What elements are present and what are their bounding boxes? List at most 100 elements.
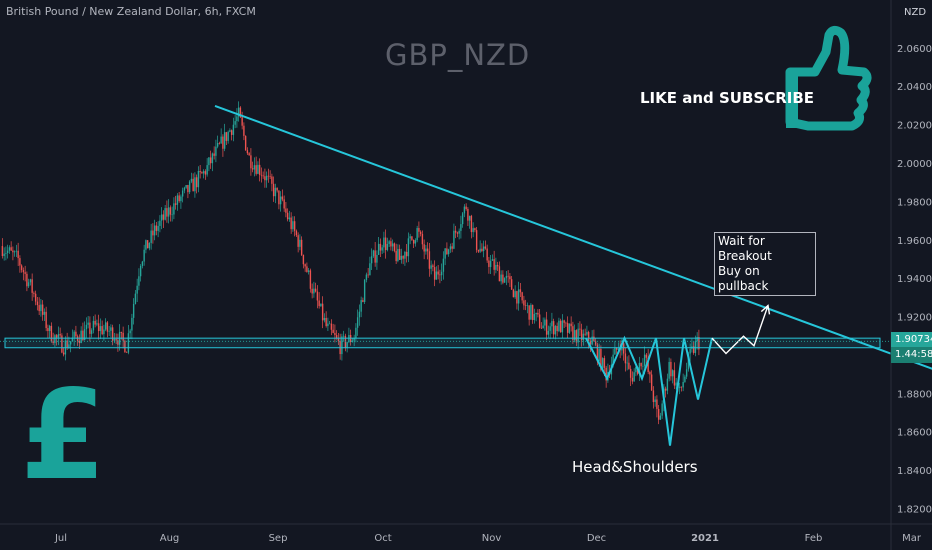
- candle-body: [248, 153, 250, 156]
- candle-body: [136, 285, 138, 294]
- candle-body: [626, 362, 628, 364]
- candle-body: [127, 333, 130, 353]
- candle-body: [458, 230, 460, 234]
- candle-body: [26, 273, 28, 287]
- candle-body: [12, 250, 14, 253]
- candle-body: [13, 251, 16, 253]
- candle-body: [367, 274, 369, 276]
- candle-body: [52, 341, 54, 344]
- candle-body: [80, 330, 82, 344]
- candle-body: [439, 274, 441, 276]
- candle-body: [253, 165, 256, 170]
- candle-body: [288, 217, 291, 220]
- price-tick-label: 1.84000: [897, 466, 932, 477]
- candle-body: [467, 209, 469, 221]
- candle-body: [87, 322, 89, 325]
- candle-body: [139, 265, 142, 277]
- candle-body: [362, 300, 364, 302]
- candle-body: [27, 282, 30, 287]
- candle-body: [117, 340, 119, 345]
- candle-body: [321, 303, 324, 321]
- candle-body: [178, 195, 180, 202]
- candle-body: [216, 143, 219, 147]
- candle-body: [558, 320, 560, 332]
- candle-body: [293, 221, 296, 231]
- candle-body: [20, 265, 23, 271]
- candle-body: [148, 242, 151, 249]
- candle-body: [631, 377, 634, 382]
- candle-body: [509, 276, 511, 280]
- candle-body: [279, 196, 282, 205]
- price-tick-label: 1.94000: [897, 274, 932, 285]
- candle-body: [150, 230, 152, 243]
- candle-body: [549, 326, 551, 331]
- candle-body: [134, 293, 137, 304]
- candle-body: [290, 217, 292, 230]
- descending-trendline[interactable]: [214, 105, 932, 370]
- candle-body: [162, 214, 165, 220]
- candle-body: [601, 358, 604, 370]
- candle-body: [486, 248, 488, 261]
- candle-body: [495, 264, 497, 270]
- candle-body: [24, 272, 26, 274]
- price-tick-label: 2.00000: [897, 159, 932, 170]
- candle-body: [43, 311, 46, 315]
- currency-unit[interactable]: NZD: [904, 7, 927, 18]
- candle-body: [122, 332, 124, 341]
- symbol-title: British Pound / New Zealand Dollar, 6h, …: [6, 5, 256, 18]
- candle-body: [50, 325, 53, 342]
- candle-body: [628, 362, 630, 369]
- candle-body: [573, 330, 576, 341]
- candle-body: [281, 196, 284, 200]
- candle-body: [411, 236, 413, 240]
- projection-path[interactable]: [711, 305, 769, 355]
- candle-body: [603, 358, 606, 368]
- candle-body: [400, 255, 403, 260]
- candle-body: [640, 362, 642, 367]
- candle-body: [554, 325, 557, 335]
- candle-body: [451, 246, 453, 249]
- candle-body: [419, 231, 422, 235]
- candle-body: [363, 279, 366, 302]
- candle-body: [621, 343, 623, 351]
- candle-body: [297, 235, 299, 247]
- candle-body: [257, 164, 259, 174]
- candle-body: [579, 328, 581, 330]
- candle-body: [85, 324, 88, 330]
- head-shoulders-pattern[interactable]: [585, 335, 713, 446]
- candle-body: [629, 368, 632, 378]
- candle-body: [551, 321, 553, 327]
- candle-body: [192, 178, 194, 192]
- candle-body: [153, 225, 156, 236]
- candle-body: [589, 341, 592, 345]
- candle-body: [650, 374, 653, 391]
- candle-body: [547, 330, 550, 335]
- candle-body: [68, 344, 70, 348]
- candle-body: [159, 220, 161, 226]
- candle-body: [369, 263, 371, 276]
- candle-body: [475, 230, 478, 250]
- candle-body: [500, 274, 502, 282]
- price-tick-label: 2.02000: [897, 121, 932, 132]
- candle-body: [470, 215, 473, 233]
- candle-body: [556, 325, 558, 332]
- candle-body: [194, 177, 196, 192]
- overlay-icons: £: [20, 25, 872, 508]
- candle-body: [675, 382, 677, 386]
- candle-body: [351, 340, 354, 342]
- support-zone[interactable]: [4, 337, 881, 349]
- candle-body: [661, 403, 663, 416]
- candle-body: [6, 250, 9, 254]
- candle-body: [113, 339, 116, 341]
- time-axis[interactable]: Jul Aug Sep Oct Nov Dec 2021 Feb Mar: [0, 523, 932, 544]
- candle-body: [484, 246, 487, 249]
- candle-body: [209, 157, 212, 164]
- candle-body: [582, 333, 585, 341]
- candle-body: [526, 305, 529, 307]
- candle-body: [75, 331, 77, 337]
- candle-body: [227, 131, 229, 141]
- price-axis[interactable]: 2.06000 2.04000 2.02000 2.00000 1.98000 1.960…: [890, 0, 932, 550]
- candle-body: [528, 305, 530, 320]
- time-tick-label: Oct: [374, 533, 391, 544]
